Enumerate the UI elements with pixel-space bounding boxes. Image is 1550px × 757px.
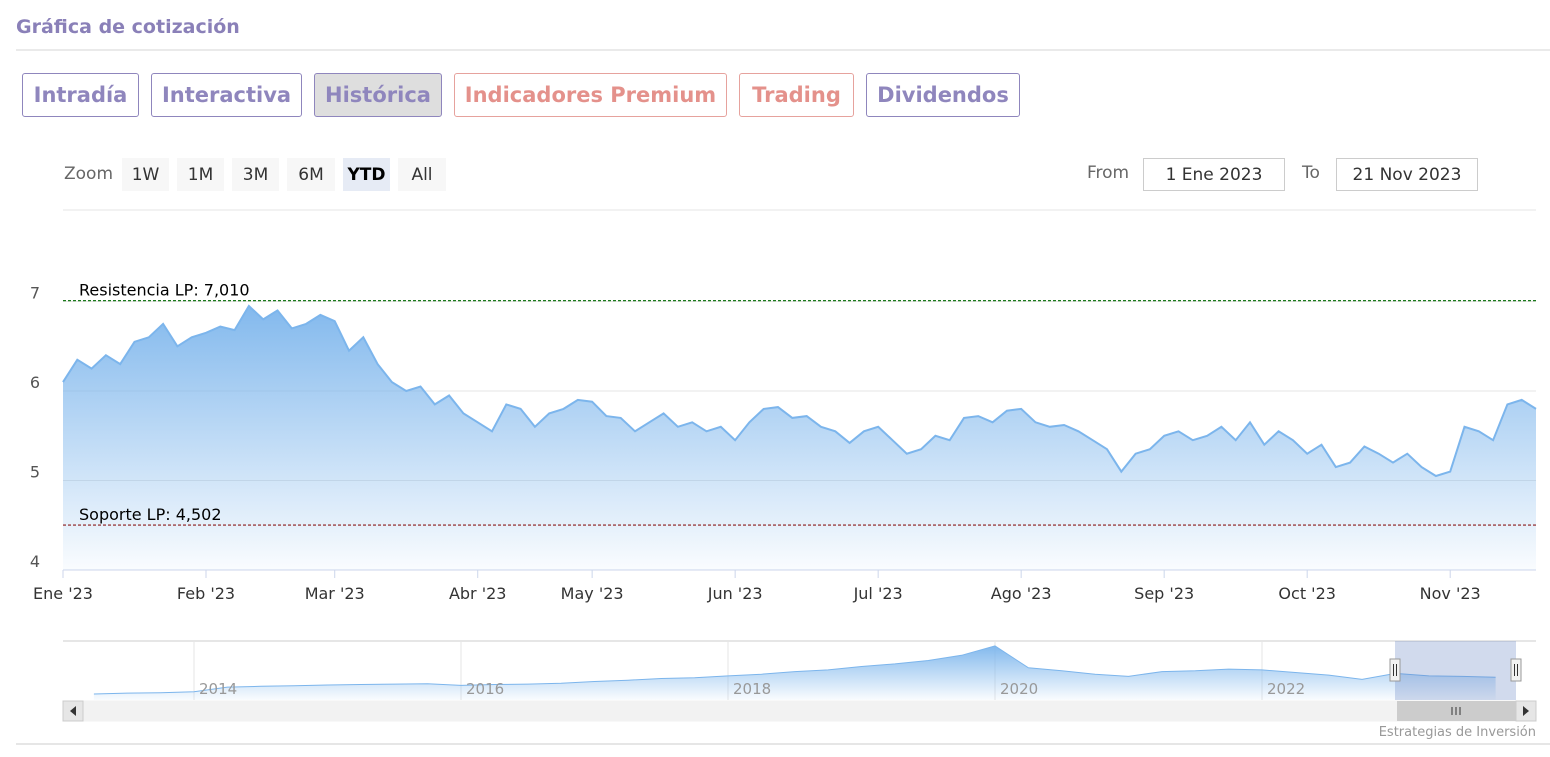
x-tick-label: 2014 xyxy=(199,680,237,698)
zoom-button[interactable]: 1M xyxy=(177,158,224,191)
zoom-button[interactable]: 1W xyxy=(122,158,169,191)
area xyxy=(63,306,1536,570)
y-tick-label: 7 xyxy=(30,284,40,303)
zoom-label: Zoom xyxy=(64,164,114,184)
tab[interactable]: Intradía xyxy=(22,73,139,117)
zoom-button[interactable]: 3M xyxy=(232,158,279,191)
from-input[interactable]: 1 Ene 2023 xyxy=(1143,158,1285,191)
tab[interactable]: Trading xyxy=(739,73,854,117)
x-tick-label: Ene '23 xyxy=(33,584,93,603)
line xyxy=(62,304,1537,478)
x-tick-label: Jun '23 xyxy=(707,584,763,603)
x-tick-label: Feb '23 xyxy=(177,584,235,603)
x-tick-label: 2022 xyxy=(1267,680,1305,698)
section-title: Gráfica de cotización xyxy=(16,16,240,38)
from-label: From xyxy=(1087,163,1130,183)
x-tick-label: Mar '23 xyxy=(305,584,365,603)
zoom-button[interactable]: 6M xyxy=(287,158,335,191)
navigator-handle xyxy=(1510,658,1522,682)
to-input[interactable]: 21 Nov 2023 xyxy=(1336,158,1478,191)
x-tick-label: 2016 xyxy=(466,680,504,698)
zoom-button[interactable]: YTD xyxy=(343,158,390,191)
x-tick-label: Ago '23 xyxy=(991,584,1052,603)
x-tick-label: May '23 xyxy=(561,584,624,603)
tab[interactable]: Interactiva xyxy=(151,73,302,117)
navigator-handle xyxy=(1389,658,1401,682)
y-tick-label: 5 xyxy=(30,463,40,482)
line xyxy=(93,645,1496,695)
tab[interactable]: Histórica xyxy=(314,73,442,117)
scrollbar-track xyxy=(62,700,1537,722)
navigator-selection xyxy=(1395,641,1516,700)
arrow xyxy=(70,706,76,716)
x-tick-label: Sep '23 xyxy=(1134,584,1194,603)
zoom-button[interactable]: All xyxy=(398,158,446,191)
area xyxy=(93,645,1496,700)
to-label: To xyxy=(1302,163,1320,183)
y-tick-label: 4 xyxy=(30,552,40,571)
x-tick-label: Oct '23 xyxy=(1278,584,1336,603)
arrow xyxy=(1523,706,1529,716)
plot-line-label: Soporte LP: 4,502 xyxy=(79,505,222,524)
x-tick-label: Nov '23 xyxy=(1420,584,1481,603)
x-tick-label: 2018 xyxy=(733,680,771,698)
x-tick-label: Jul '23 xyxy=(853,584,903,603)
plot-line-label: Resistencia LP: 7,010 xyxy=(79,281,250,300)
x-tick-label: 2020 xyxy=(1000,680,1038,698)
credit: Estrategias de Inversión xyxy=(1379,725,1536,740)
x-tick-label: Abr '23 xyxy=(449,584,507,603)
tab[interactable]: Indicadores Premium xyxy=(454,73,727,117)
y-tick-label: 6 xyxy=(30,373,40,392)
tab[interactable]: Dividendos xyxy=(866,73,1020,117)
